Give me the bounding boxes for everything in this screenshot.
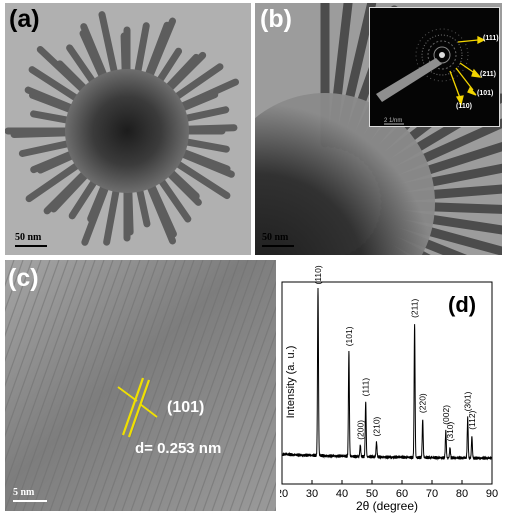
x-tick-label: 20 (280, 488, 288, 500)
panel-d-xrd-chart: 20 30 40 50 60 70 80 90 (110) (101) (200) (111) (21… (280, 260, 505, 514)
lattice-fringe (13, 260, 105, 511)
peak-label: (002) (441, 405, 451, 425)
peak-label: (220) (418, 393, 428, 413)
beam-stopper (376, 58, 442, 102)
saed-inset: 2 1/nm (111) (211) (101) (110) (369, 7, 500, 127)
lattice-fringe (175, 260, 267, 511)
panel-d-label: (d) (448, 292, 477, 317)
lattice-fringe (5, 260, 87, 488)
lattice-fringe (5, 260, 96, 511)
peak-label: (112) (467, 410, 477, 429)
peak-label: (211) (410, 299, 420, 318)
x-tick-label: 50 (366, 488, 378, 500)
peak-label: (101) (344, 326, 354, 346)
x-tick-label: 30 (306, 488, 318, 500)
lattice-fringe (157, 260, 249, 511)
panel-c-scale-bar (13, 500, 47, 502)
lattice-fringe (139, 260, 231, 511)
plot-frame (281, 281, 493, 485)
plane-label: (101) (167, 399, 205, 416)
lattice-fringe (5, 260, 69, 438)
lattice-fringe (130, 260, 222, 511)
x-axis-label: 2θ (degree) (356, 499, 418, 513)
peak-label: (111) (361, 378, 371, 397)
panel-c-label: (c) (8, 264, 39, 292)
ring-label-111: (111) (483, 35, 499, 42)
lattice-fringe (193, 280, 276, 511)
x-tick-label: 40 (336, 488, 348, 500)
lattice-fringe (85, 260, 177, 511)
lattice-fringe (5, 260, 78, 463)
lattice-fringe (22, 260, 114, 511)
lattice-fringe (229, 380, 276, 511)
lattice-fringe (238, 406, 276, 511)
saed-pattern: 2 1/nm (376, 28, 486, 125)
inset-scale-text: 2 1/nm (384, 118, 402, 124)
ring-label-211: (211) (480, 71, 496, 78)
lattice-fringe (67, 260, 159, 511)
peak-label: (210) (372, 416, 382, 436)
lattice-fringe (5, 260, 24, 312)
lattice-fringe (202, 305, 276, 511)
panel-b-scale-bar (262, 245, 294, 247)
lattice-fringe (103, 260, 195, 511)
panel-c-scale-text: 5 nm (13, 487, 35, 498)
lattice-fringe (5, 260, 60, 413)
nanorod-cluster-illustration (5, 3, 251, 255)
lattice-fringe (5, 260, 33, 338)
lattice-fringe (247, 431, 276, 511)
xrd-svg: 20 30 40 50 60 70 80 90 (110) (101) (200) (111) (21… (280, 265, 498, 513)
panel-a-label: (a) (9, 5, 40, 33)
panel-a-scale-bar (15, 245, 47, 247)
lattice-fringe (49, 260, 141, 511)
lattice-fringe (40, 260, 132, 511)
y-axis-label: Intensity (a. u.) (285, 346, 297, 419)
lattice-fringe (220, 355, 276, 511)
x-tick-label: 70 (426, 488, 438, 500)
ring-label-101: (101) (477, 90, 494, 97)
ring-label-110: (110) (456, 103, 472, 110)
lattice-fringe (5, 260, 51, 388)
panel-b-scale-text: 50 nm (262, 232, 289, 243)
panel-b-tem-image: (b) 50 nm 2 1/nm (1 (255, 3, 502, 255)
panel-a-tem-image: (a) 50 nm (5, 3, 251, 255)
lattice-fringe (121, 260, 213, 511)
d-spacing-label: d= 0.253 nm (135, 440, 222, 457)
x-tick-label: 90 (486, 488, 498, 500)
lattice-fringe (211, 330, 276, 511)
panel-c-hrtem-image: (c) (101) d= 0.253 nm 5 nm (5, 260, 276, 511)
lattice-fringe (148, 260, 240, 511)
peak-label: (110) (313, 265, 323, 284)
lattice-fringe (166, 260, 258, 511)
x-tick-label: 80 (456, 488, 468, 500)
panel-b-label: (b) (260, 5, 292, 33)
lattice-fringe (58, 260, 150, 511)
lattice-fringe-illustration (5, 260, 276, 511)
peak-label: (301) (463, 391, 473, 411)
lattice-fringe (31, 260, 123, 511)
lattice-fringe (5, 260, 42, 363)
peak-label: (200) (355, 420, 365, 440)
panel-a-scale-text: 50 nm (15, 232, 42, 243)
x-tick-label: 60 (396, 488, 408, 500)
lattice-fringe (76, 260, 168, 511)
lattice-fringe (256, 456, 276, 511)
peak-label: (310) (445, 421, 455, 441)
lattice-fringe (112, 260, 204, 511)
lattice-fringe (184, 260, 276, 511)
xrd-series-line (282, 287, 492, 461)
